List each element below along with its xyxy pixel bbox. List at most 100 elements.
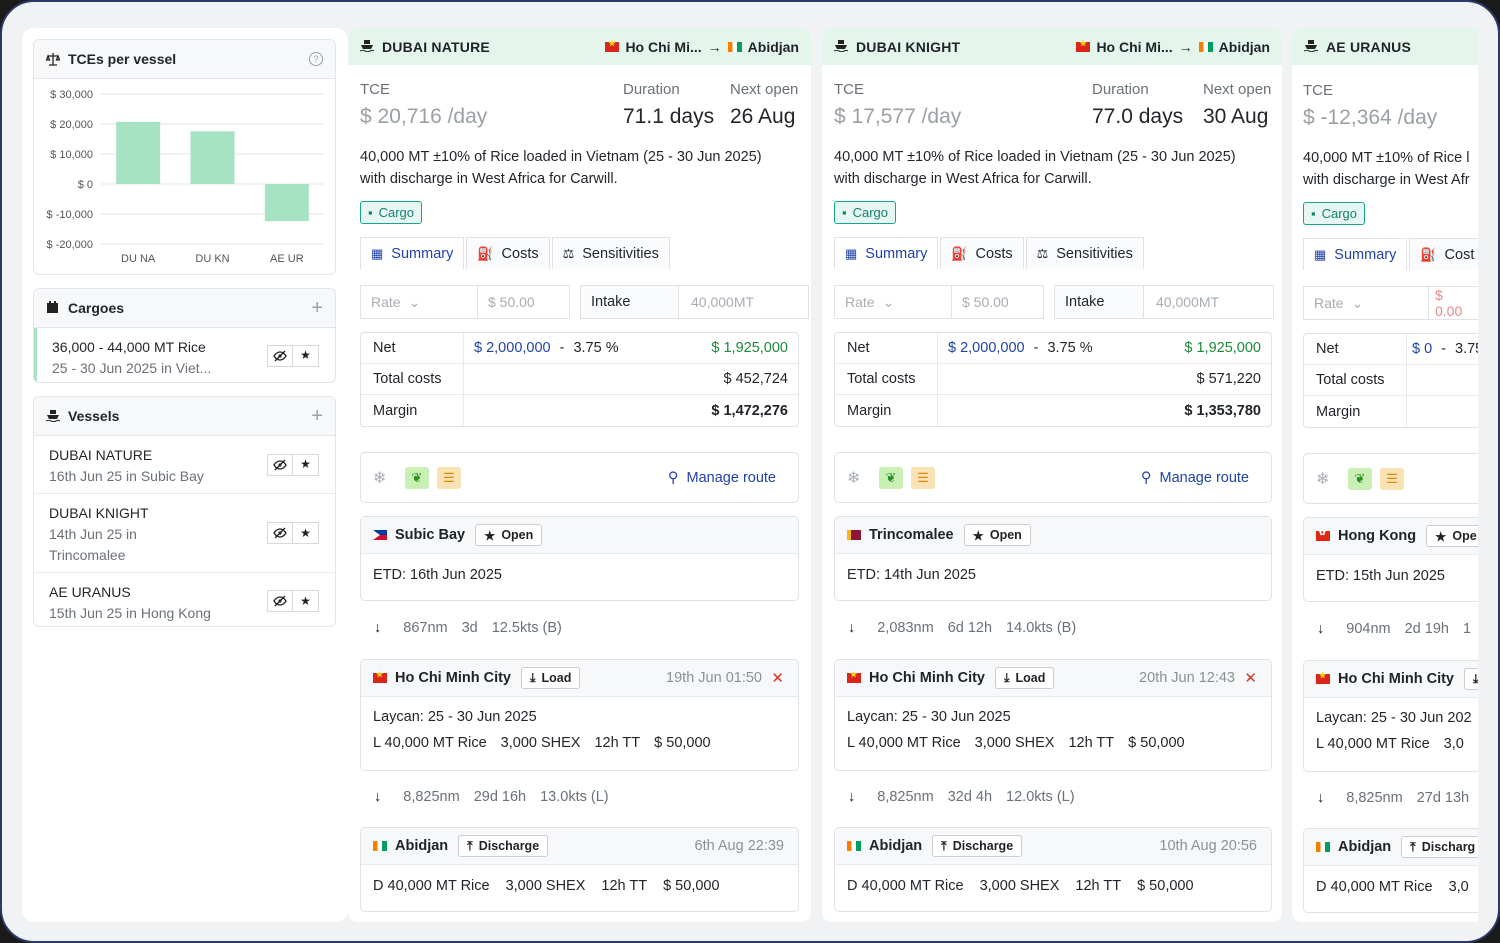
- tab-costs[interactable]: ⛽ Costs: [466, 237, 550, 269]
- port-call-details: L 40,000 MT Rice 3,0: [1316, 736, 1464, 752]
- port-abidjan: Abidjan ⤒ Discharge 6th Aug 22:39 D 40,000 …: [360, 827, 799, 912]
- open-pill[interactable]: ★ Open: [963, 524, 1031, 546]
- net-gross[interactable]: $ 2,000,000: [948, 340, 1025, 356]
- intake-input[interactable]: 40,000MT: [679, 285, 809, 319]
- port-name[interactable]: Hong Kong: [1338, 528, 1417, 544]
- snowflake-icon[interactable]: ❄: [373, 469, 387, 487]
- hide-icon[interactable]: [267, 453, 293, 476]
- port-name[interactable]: Abidjan: [395, 838, 449, 854]
- port-name[interactable]: Subic Bay: [395, 527, 466, 543]
- layers-icon[interactable]: ☰: [911, 466, 935, 489]
- summary-table: Net $ 2,000,000-3.75 % $ 1,925,000 Total c…: [360, 332, 799, 427]
- bar-ae-ur[interactable]: [264, 184, 309, 222]
- scale-icon: ⚖: [1036, 245, 1049, 261]
- bar-du-na[interactable]: [116, 121, 161, 184]
- total-costs-row: Total costs $ 452,724: [361, 364, 798, 395]
- port-name[interactable]: Ho Chi Minh City: [395, 670, 511, 686]
- net-row: Net $ 2,000,000-3.75 % $ 1,925,000: [835, 333, 1271, 364]
- star-icon[interactable]: ★: [293, 453, 319, 476]
- rate-input[interactable]: $ 0.00: [1429, 286, 1478, 320]
- hide-icon[interactable]: [267, 522, 293, 544]
- vessel-item-ae-uranus[interactable]: AE URANUS 15th Jun 25 in Hong Kong ★: [34, 573, 335, 626]
- star-icon[interactable]: ★: [293, 522, 319, 544]
- help-icon[interactable]: ?: [309, 52, 323, 66]
- rate-input[interactable]: $ 50.00: [952, 285, 1044, 319]
- download-icon: ⤓: [530, 670, 536, 685]
- load-pill[interactable]: ⤓: [1464, 668, 1478, 690]
- vessel-item-dubai-nature[interactable]: DUBAI NATURE 16th Jun 25 in Subic Bay ★: [34, 436, 335, 494]
- leaf-icon[interactable]: ❦: [879, 466, 903, 489]
- route: Ho Chi Mi... → Abidjan: [605, 39, 799, 55]
- vessel-name[interactable]: DUBAI NATURE: [382, 38, 490, 55]
- tab-sensitivities[interactable]: ⚖ Sensitivities: [551, 237, 670, 269]
- rate-select[interactable]: Rate ⌄: [834, 285, 952, 319]
- x-tick-label: DU NA: [121, 253, 156, 265]
- port-name[interactable]: Abidjan: [1338, 839, 1392, 855]
- tab-summary[interactable]: ▦ Summary: [360, 237, 465, 269]
- arrow-down-icon: ↓: [848, 620, 856, 636]
- hide-icon[interactable]: [267, 344, 293, 367]
- tab-costs[interactable]: ⛽ Costs: [940, 237, 1024, 269]
- tce-value: $ -12,364 /day: [1303, 106, 1438, 129]
- open-pill[interactable]: ★ Ope: [1426, 525, 1478, 547]
- vessel-name: AE URANUS: [49, 584, 131, 600]
- manage-route-button[interactable]: ⚲ Manage route: [1140, 469, 1249, 486]
- leg-2: ↓ 8,825nm 32d 4h 12.0kts (L): [848, 789, 1075, 805]
- add-cargo-button[interactable]: +: [311, 297, 323, 319]
- port-call-details: D 40,000 MT Rice 3,000 SHEX 12h TT $ 50,000: [847, 878, 1194, 894]
- close-icon[interactable]: ✕: [771, 670, 784, 687]
- port-name[interactable]: Ho Chi Minh City: [1338, 671, 1454, 687]
- port-name[interactable]: Abidjan: [869, 838, 923, 854]
- snowflake-icon[interactable]: ❄: [1316, 470, 1330, 488]
- port-name[interactable]: Ho Chi Minh City: [869, 670, 985, 686]
- star-icon: ★: [972, 528, 984, 543]
- manage-route-button[interactable]: ⚲ Manage route: [667, 469, 776, 486]
- tab-summary[interactable]: ▦ Summary: [834, 237, 939, 269]
- discharge-pill[interactable]: ⤒ Discharg: [1401, 836, 1478, 858]
- cargo-tag[interactable]: ▪ Cargo: [360, 201, 423, 224]
- discharge-pill[interactable]: ⤒ Discharge: [932, 835, 1023, 857]
- cargo-tag[interactable]: ▪ Cargo: [1303, 202, 1366, 225]
- cargo-tag[interactable]: ▪ Cargo: [834, 201, 897, 224]
- calendar-icon: ▪: [368, 205, 373, 220]
- duration-label: Duration: [1092, 81, 1149, 98]
- layers-icon[interactable]: ☰: [1380, 467, 1404, 490]
- bar-du-kn[interactable]: [190, 131, 235, 184]
- snowflake-icon[interactable]: ❄: [847, 469, 861, 487]
- add-vessel-button[interactable]: +: [311, 405, 323, 427]
- net-gross[interactable]: $ 0: [1412, 341, 1433, 357]
- tab-summary[interactable]: ▦ Summary: [1303, 238, 1408, 270]
- rate-select[interactable]: Rate ⌄: [360, 285, 478, 319]
- card-header: DUBAI KNIGHT Ho Chi Mi... → Abidjan: [822, 28, 1282, 65]
- load-pill[interactable]: ⤓ Load: [521, 667, 581, 689]
- calculator-icon: ▦: [371, 245, 384, 261]
- net-gross[interactable]: $ 2,000,000: [474, 340, 551, 356]
- leaf-icon[interactable]: ❦: [1348, 467, 1372, 490]
- layers-icon[interactable]: ☰: [437, 466, 461, 489]
- card-header: DUBAI NATURE Ho Chi Mi... → Abidjan: [348, 28, 811, 65]
- close-icon[interactable]: ✕: [1244, 670, 1257, 687]
- open-pill[interactable]: ★ Open: [475, 524, 543, 546]
- port-name[interactable]: Trincomalee: [869, 527, 954, 543]
- discharge-pill[interactable]: ⤒ Discharge: [458, 835, 549, 857]
- hide-icon[interactable]: [267, 590, 293, 612]
- chevron-down-icon: ⌄: [408, 293, 421, 310]
- calendar-icon: ▪: [1311, 206, 1316, 221]
- cargo-item[interactable]: 36,000 - 44,000 MT Rice 25 - 30 Jun 2025…: [34, 328, 335, 382]
- vessel-name[interactable]: DUBAI KNIGHT: [856, 38, 961, 55]
- margin-row: Margin $ 1,353,780: [835, 395, 1271, 426]
- load-pill[interactable]: ⤓ Load: [995, 667, 1055, 689]
- star-icon[interactable]: ★: [293, 590, 319, 612]
- tab-costs[interactable]: ⛽ Cost: [1409, 238, 1478, 270]
- route-toolbar: ❄ ❦ ☰: [1303, 453, 1478, 504]
- vessel-name[interactable]: AE URANUS: [1326, 38, 1412, 55]
- leaf-icon[interactable]: ❦: [405, 466, 429, 489]
- tab-sensitivities[interactable]: ⚖ Sensitivities: [1025, 237, 1144, 269]
- intake-input[interactable]: 40,000MT: [1144, 285, 1274, 319]
- vessel-item-dubai-knight[interactable]: DUBAI KNIGHT 14th Jun 25 in Trincomalee …: [34, 494, 335, 573]
- duration-value: 77.0 days: [1092, 105, 1184, 128]
- rate-select[interactable]: Rate ⌄: [1303, 286, 1429, 320]
- rate-input[interactable]: $ 50.00: [478, 285, 570, 319]
- star-icon[interactable]: ★: [293, 344, 319, 367]
